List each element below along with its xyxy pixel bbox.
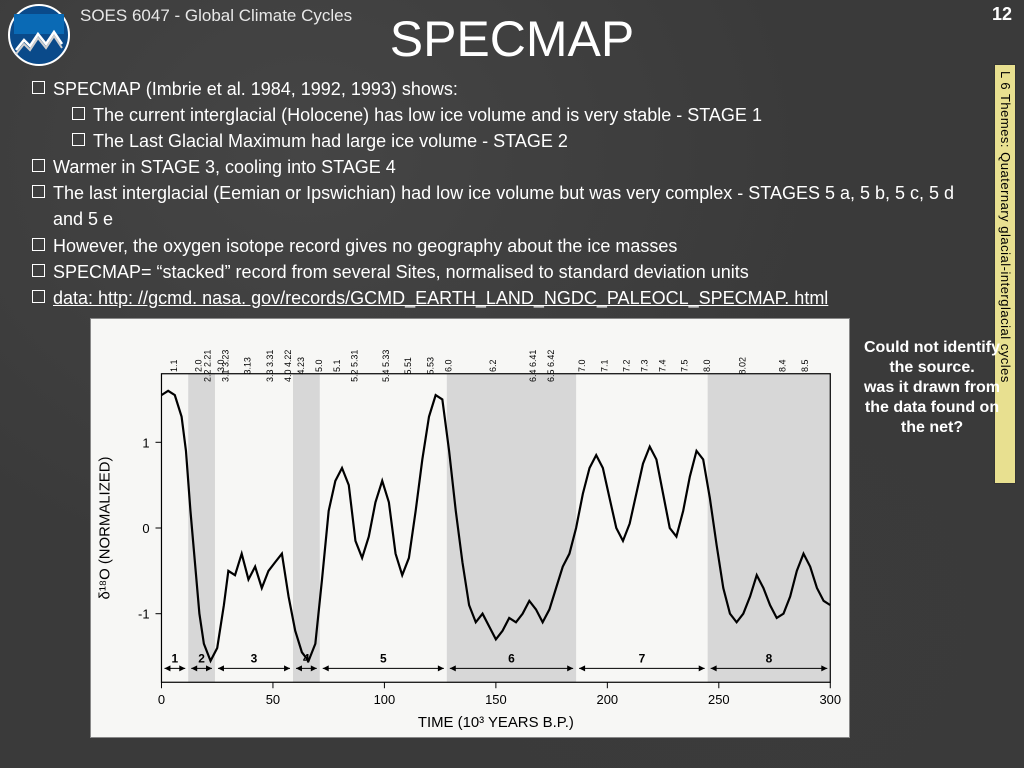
svg-text:3: 3 bbox=[251, 651, 258, 665]
svg-text:5.4 5.33: 5.4 5.33 bbox=[381, 350, 391, 382]
bullet-text: SPECMAP= “stacked” record from several S… bbox=[53, 259, 749, 285]
svg-text:5.53: 5.53 bbox=[425, 357, 435, 374]
svg-text:150: 150 bbox=[485, 692, 507, 707]
svg-text:100: 100 bbox=[374, 692, 396, 707]
bullet-text: The Last Glacial Maximum had large ice v… bbox=[93, 128, 568, 154]
bullet-icon bbox=[32, 290, 45, 303]
svg-text:7.0: 7.0 bbox=[577, 360, 587, 372]
svg-text:7.4: 7.4 bbox=[657, 360, 667, 372]
svg-text:6.2: 6.2 bbox=[488, 360, 498, 372]
bullet-text: Warmer in STAGE 3, cooling into STAGE 4 bbox=[53, 154, 396, 180]
svg-text:5.1: 5.1 bbox=[332, 360, 342, 372]
svg-text:3.3 3.31: 3.3 3.31 bbox=[265, 350, 275, 382]
bullet-icon bbox=[32, 159, 45, 172]
svg-text:5.2 5.31: 5.2 5.31 bbox=[350, 350, 360, 382]
svg-text:3.13: 3.13 bbox=[243, 357, 253, 374]
svg-text:8.02: 8.02 bbox=[738, 357, 748, 374]
svg-text:2.2 2.21: 2.2 2.21 bbox=[203, 350, 213, 382]
svg-text:-1: -1 bbox=[138, 607, 150, 622]
svg-text:2: 2 bbox=[198, 651, 205, 665]
svg-text:300: 300 bbox=[819, 692, 841, 707]
svg-text:250: 250 bbox=[708, 692, 730, 707]
chart-svg: 0 50 100 150 200 250 300 -1 0 1 TIME (10³ YEARS B.… bbox=[91, 319, 849, 737]
svg-text:3.1 3.23: 3.1 3.23 bbox=[220, 350, 230, 382]
bullet-icon bbox=[72, 133, 85, 146]
bullet-icon bbox=[32, 238, 45, 251]
bullet-text: The current interglacial (Holocene) has … bbox=[93, 102, 762, 128]
svg-text:8.4: 8.4 bbox=[778, 360, 788, 372]
data-link[interactable]: data: http: //gcmd. nasa. gov/records/GC… bbox=[53, 285, 828, 311]
svg-text:7.1: 7.1 bbox=[599, 360, 609, 372]
bullet-text: SPECMAP (Imbrie et al. 1984, 1992, 1993)… bbox=[53, 76, 458, 102]
svg-text:4: 4 bbox=[303, 651, 310, 665]
svg-text:δ¹⁸O (NORMALIZED): δ¹⁸O (NORMALIZED) bbox=[97, 456, 114, 599]
svg-text:6.0: 6.0 bbox=[443, 360, 453, 372]
svg-text:7.5: 7.5 bbox=[680, 360, 690, 372]
svg-text:0: 0 bbox=[158, 692, 165, 707]
svg-text:5: 5 bbox=[380, 651, 387, 665]
svg-text:5.0: 5.0 bbox=[314, 360, 324, 372]
svg-text:7: 7 bbox=[639, 651, 646, 665]
svg-text:TIME (10³ YEARS B.P.): TIME (10³ YEARS B.P.) bbox=[418, 714, 574, 731]
page-title: SPECMAP bbox=[0, 10, 1024, 68]
svg-text:8.5: 8.5 bbox=[800, 360, 810, 372]
bullet-icon bbox=[32, 185, 45, 198]
svg-text:1: 1 bbox=[142, 435, 149, 450]
svg-text:0: 0 bbox=[142, 521, 149, 536]
bullet-icon bbox=[32, 81, 45, 94]
svg-text:200: 200 bbox=[597, 692, 619, 707]
svg-text:1.1: 1.1 bbox=[169, 360, 179, 372]
svg-text:7.3: 7.3 bbox=[639, 360, 649, 372]
svg-text:8: 8 bbox=[766, 651, 773, 665]
bullet-text: The last interglacial (Eemian or Ipswich… bbox=[53, 180, 962, 232]
svg-text:50: 50 bbox=[266, 692, 280, 707]
specmap-chart: 0 50 100 150 200 250 300 -1 0 1 TIME (10³ YEARS B.… bbox=[90, 318, 850, 738]
svg-text:4.23: 4.23 bbox=[296, 357, 306, 374]
bullet-icon bbox=[32, 264, 45, 277]
svg-text:1: 1 bbox=[172, 651, 179, 665]
svg-text:6.5 6.42: 6.5 6.42 bbox=[546, 350, 556, 382]
chart-note: Could not identify the source.was it dra… bbox=[862, 338, 1002, 438]
bullet-icon bbox=[72, 107, 85, 120]
bullet-text: However, the oxygen isotope record gives… bbox=[53, 233, 677, 259]
svg-text:4.0 4.22: 4.0 4.22 bbox=[283, 350, 293, 382]
bullet-list: SPECMAP (Imbrie et al. 1984, 1992, 1993)… bbox=[32, 76, 962, 311]
svg-text:8.0: 8.0 bbox=[702, 360, 712, 372]
svg-text:6: 6 bbox=[508, 651, 515, 665]
svg-text:5.51: 5.51 bbox=[403, 357, 413, 374]
svg-text:6.4 6.41: 6.4 6.41 bbox=[528, 350, 538, 382]
svg-text:7.2: 7.2 bbox=[622, 360, 632, 372]
